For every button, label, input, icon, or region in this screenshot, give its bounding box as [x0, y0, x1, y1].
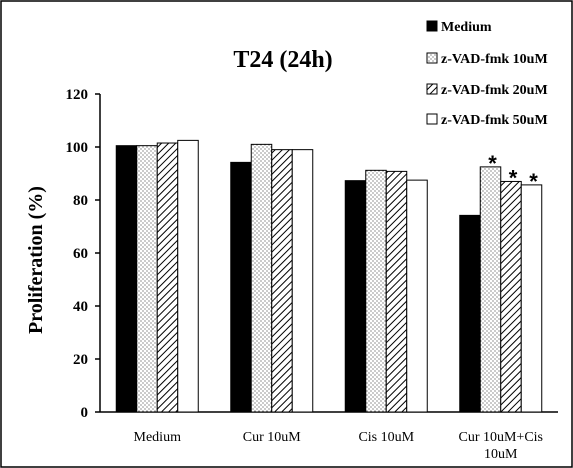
bar — [115, 145, 138, 413]
x-tick-label: Cis 10uM — [358, 430, 414, 445]
bar — [520, 184, 543, 413]
bar — [291, 149, 314, 413]
legend: Medium z-VAD-fmk 10uM z-VAD-fmk 20uM z-V… — [426, 20, 548, 128]
y-tick-label: 80 — [73, 193, 88, 209]
x-tick-label: Cur 10uM — [243, 430, 302, 445]
y-tick-label: 100 — [66, 140, 89, 156]
legend-swatch-medium — [426, 20, 438, 32]
bar — [365, 169, 387, 413]
significance-star: * — [529, 169, 538, 194]
y-tick-label: 120 — [66, 87, 89, 103]
significance-star: * — [509, 165, 518, 190]
bar — [344, 180, 367, 413]
bar — [406, 179, 428, 413]
bar — [177, 139, 199, 413]
bars — [115, 139, 543, 413]
bar — [479, 166, 502, 413]
legend-swatch-zvad-20 — [426, 83, 438, 95]
y-tick-label: 20 — [73, 352, 88, 368]
bar — [459, 214, 481, 413]
bar — [271, 149, 293, 413]
bar — [250, 143, 273, 413]
legend-swatch-zvad-50 — [426, 113, 438, 125]
y-tick-label: 60 — [73, 246, 88, 262]
bar — [156, 142, 179, 413]
bar — [500, 180, 522, 413]
bar — [385, 170, 408, 413]
legend-label-zvad-50: z-VAD-fmk 50uM — [441, 113, 548, 128]
y-tick-label: 0 — [81, 405, 89, 421]
legend-label-zvad-20: z-VAD-fmk 20uM — [441, 83, 548, 98]
legend-label-zvad-10: z-VAD-fmk 10uM — [441, 52, 548, 67]
x-tick-label: Cur 10uM+Cis 10uM — [458, 430, 543, 462]
x-tick-label: Medium — [134, 430, 182, 445]
y-axis-label: Proliferation (%) — [25, 186, 47, 334]
significance-star: * — [488, 151, 497, 176]
bar — [230, 161, 252, 413]
y-tick-label: 40 — [73, 299, 88, 315]
annotations: * * * — [488, 151, 538, 194]
legend-label-medium: Medium — [441, 20, 492, 35]
legend-swatch-zvad-10 — [426, 52, 438, 64]
chart-title: T24 (24h) — [233, 47, 332, 73]
y-ticks: 0 20 40 60 80 100 120 — [66, 87, 100, 421]
bar — [136, 145, 158, 413]
x-ticks: Medium Cur 10uM Cis 10uM Cur 10uM+Cis 10uM — [134, 430, 543, 462]
